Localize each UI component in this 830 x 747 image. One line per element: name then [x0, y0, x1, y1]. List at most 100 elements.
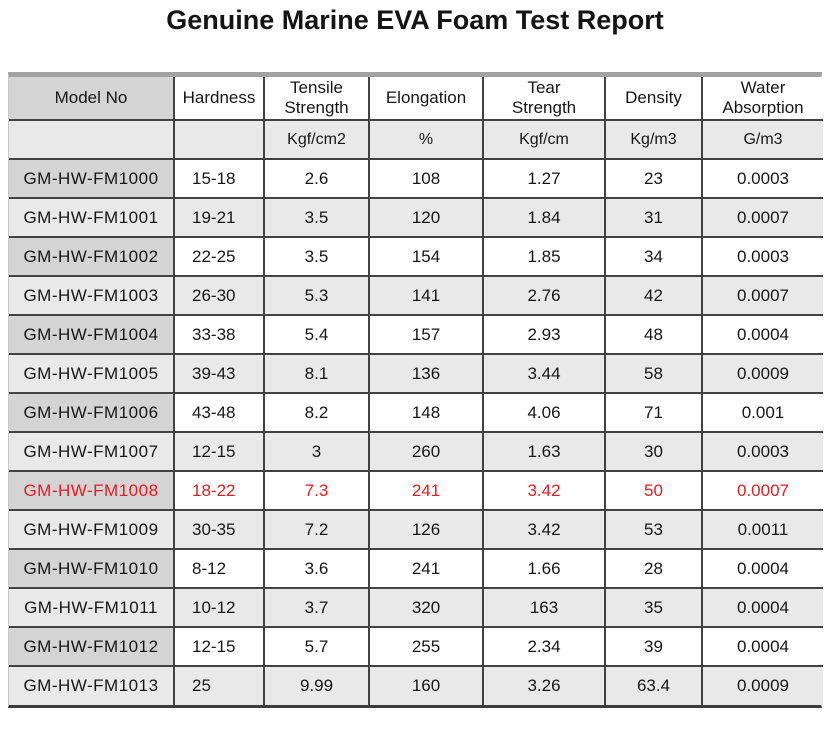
water-absorption-cell: 0.0004 [702, 315, 823, 355]
tear-strength-cell: 1.85 [483, 237, 606, 277]
tear-strength-cell: 4.06 [483, 393, 606, 433]
table-row: GM-HW-FM1009 30-35 7.2 126 3.42 53 0.001… [9, 510, 823, 550]
water-absorption-cell: 0.0003 [702, 159, 823, 199]
unit-cell-tear-strength: Kgf/cm [483, 120, 606, 160]
model-cell: GM-HW-FM1003 [9, 276, 175, 316]
elongation-cell: 126 [369, 510, 484, 550]
column-header-hardness: Hardness [174, 77, 265, 121]
elongation-cell: 241 [369, 549, 484, 589]
density-cell: 58 [605, 354, 703, 394]
density-cell: 31 [605, 198, 703, 238]
water-absorption-cell: 0.0007 [702, 276, 823, 316]
hardness-cell: 12-15 [174, 432, 265, 472]
table-row: GM-HW-FM1010 8-12 3.6 241 1.66 28 0.0004 [9, 549, 823, 589]
elongation-cell: 320 [369, 588, 484, 628]
hardness-cell: 8-12 [174, 549, 265, 589]
page-title: Genuine Marine EVA Foam Test Report [166, 5, 664, 35]
table-row: GM-HW-FM1007 12-15 3 260 1.63 30 0.0003 [9, 432, 823, 472]
elongation-cell: 141 [369, 276, 484, 316]
tensile-strength-cell: 9.99 [264, 666, 370, 705]
tear-strength-cell: 2.93 [483, 315, 606, 355]
table-row: GM-HW-FM1002 22-25 3.5 154 1.85 34 0.000… [9, 237, 823, 277]
table-row: GM-HW-FM1005 39-43 8.1 136 3.44 58 0.000… [9, 354, 823, 394]
density-cell: 48 [605, 315, 703, 355]
hardness-cell: 33-38 [174, 315, 265, 355]
table-row: GM-HW-FM1013 25 9.99 160 3.26 63.4 0.000… [9, 666, 823, 705]
water-absorption-cell: 0.0007 [702, 471, 823, 511]
model-cell: GM-HW-FM1013 [9, 666, 175, 705]
hardness-cell: 30-35 [174, 510, 265, 550]
tear-strength-cell: 2.34 [483, 627, 606, 667]
unit-cell-model-no [9, 120, 175, 160]
tensile-strength-cell: 5.3 [264, 276, 370, 316]
tensile-strength-cell: 2.6 [264, 159, 370, 199]
hardness-cell: 22-25 [174, 237, 265, 277]
density-cell: 39 [605, 627, 703, 667]
elongation-cell: 154 [369, 237, 484, 277]
model-cell: GM-HW-FM1005 [9, 354, 175, 394]
tensile-strength-cell: 3.6 [264, 549, 370, 589]
density-cell: 63.4 [605, 666, 703, 705]
water-absorption-cell: 0.0007 [702, 198, 823, 238]
water-absorption-cell: 0.0003 [702, 237, 823, 277]
model-cell: GM-HW-FM1012 [9, 627, 175, 667]
elongation-cell: 157 [369, 315, 484, 355]
density-cell: 53 [605, 510, 703, 550]
report-table-container: Model No Hardness Tensile Strength Elong… [8, 72, 823, 708]
tensile-strength-cell: 7.3 [264, 471, 370, 511]
water-absorption-cell: 0.0004 [702, 588, 823, 628]
hardness-cell: 10-12 [174, 588, 265, 628]
density-cell: 23 [605, 159, 703, 199]
unit-cell-density: Kg/m3 [605, 120, 703, 160]
density-cell: 71 [605, 393, 703, 433]
density-cell: 50 [605, 471, 703, 511]
column-header-tear-strength: Tear Strength [483, 77, 606, 121]
tear-strength-cell: 3.42 [483, 510, 606, 550]
tensile-strength-cell: 3 [264, 432, 370, 472]
elongation-cell: 108 [369, 159, 484, 199]
tensile-strength-cell: 5.4 [264, 315, 370, 355]
water-absorption-cell: 0.0009 [702, 666, 823, 705]
unit-cell-elongation: % [369, 120, 484, 160]
units-row: Kgf/cm2 % Kgf/cm Kg/m3 G/m3 [9, 120, 823, 160]
tensile-strength-cell: 3.5 [264, 198, 370, 238]
hardness-cell: 39-43 [174, 354, 265, 394]
tensile-strength-cell: 7.2 [264, 510, 370, 550]
column-header-model-no: Model No [9, 77, 175, 121]
tensile-strength-cell: 3.7 [264, 588, 370, 628]
model-cell: GM-HW-FM1008 [9, 471, 175, 511]
density-cell: 28 [605, 549, 703, 589]
table-body: GM-HW-FM1000 15-18 2.6 108 1.27 23 0.000… [9, 159, 823, 705]
elongation-cell: 260 [369, 432, 484, 472]
elongation-cell: 241 [369, 471, 484, 511]
density-cell: 35 [605, 588, 703, 628]
hardness-cell: 19-21 [174, 198, 265, 238]
table-row: GM-HW-FM1012 12-15 5.7 255 2.34 39 0.000… [9, 627, 823, 667]
model-cell: GM-HW-FM1002 [9, 237, 175, 277]
model-cell: GM-HW-FM1009 [9, 510, 175, 550]
model-cell: GM-HW-FM1010 [9, 549, 175, 589]
model-cell: GM-HW-FM1001 [9, 198, 175, 238]
tear-strength-cell: 1.84 [483, 198, 606, 238]
water-absorption-cell: 0.0004 [702, 627, 823, 667]
tear-strength-cell: 3.42 [483, 471, 606, 511]
hardness-cell: 25 [174, 666, 265, 705]
column-header-tensile-strength: Tensile Strength [264, 77, 370, 121]
tensile-strength-cell: 5.7 [264, 627, 370, 667]
column-header-water-absorption: Water Absorption [702, 77, 823, 121]
tear-strength-cell: 1.63 [483, 432, 606, 472]
unit-cell-water-absorption: G/m3 [702, 120, 823, 160]
table-row: GM-HW-FM1003 26-30 5.3 141 2.76 42 0.000… [9, 276, 823, 316]
hardness-cell: 12-15 [174, 627, 265, 667]
tensile-strength-cell: 3.5 [264, 237, 370, 277]
tear-strength-cell: 2.76 [483, 276, 606, 316]
column-header-elongation: Elongation [369, 77, 484, 121]
model-cell: GM-HW-FM1011 [9, 588, 175, 628]
model-cell: GM-HW-FM1007 [9, 432, 175, 472]
elongation-cell: 148 [369, 393, 484, 433]
tear-strength-cell: 3.44 [483, 354, 606, 394]
hardness-cell: 26-30 [174, 276, 265, 316]
water-absorption-cell: 0.0011 [702, 510, 823, 550]
elongation-cell: 160 [369, 666, 484, 705]
unit-cell-tensile-strength: Kgf/cm2 [264, 120, 370, 160]
